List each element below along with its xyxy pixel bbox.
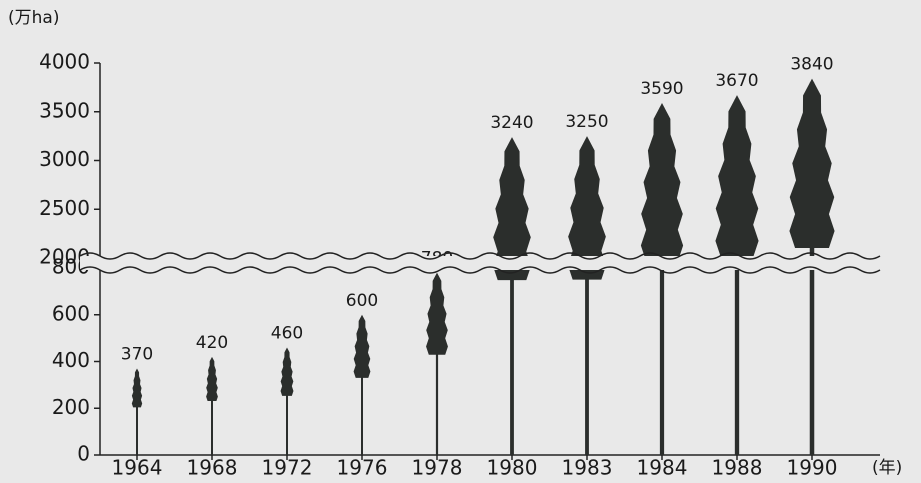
x-tick-label: 1968	[187, 456, 238, 480]
value-label: 3590	[640, 79, 683, 99]
y-tick-label: 2500	[39, 196, 90, 220]
value-label: 3250	[565, 112, 608, 132]
chart: (万ha) (年) 020040060080020002500300035004…	[0, 0, 921, 483]
x-tick-label: 1978	[412, 456, 463, 480]
x-tick-label: 1990	[787, 456, 838, 480]
background	[0, 0, 921, 483]
value-label: 3840	[790, 55, 833, 75]
y-tick-label: 600	[52, 301, 90, 325]
y-tick-label: 0	[77, 442, 90, 466]
x-tick-label: 1976	[337, 456, 388, 480]
value-label: 420	[196, 333, 228, 353]
x-tick-label: 1972	[262, 456, 313, 480]
x-tick-label: 1983	[562, 456, 613, 480]
value-label: 600	[346, 291, 378, 311]
y-unit-label: (万ha)	[8, 8, 59, 28]
page: {"chart_data": {"type": "pictograph", "y…	[0, 0, 921, 483]
x-tick-label: 1980	[487, 456, 538, 480]
y-tick-label: 3500	[39, 98, 90, 122]
y-tick-label: 400	[52, 348, 90, 372]
value-label: 370	[121, 345, 153, 365]
y-tick-label: 4000	[39, 50, 90, 74]
x-tick-label: 1988	[712, 456, 763, 480]
value-label: 460	[271, 323, 303, 343]
x-unit-label: (年)	[872, 458, 902, 478]
x-tick-label: 1964	[112, 456, 163, 480]
y-tick-label: 200	[52, 395, 90, 419]
value-label: 3670	[715, 71, 758, 91]
y-tick-label: 3000	[39, 147, 90, 171]
x-tick-label: 1984	[637, 456, 688, 480]
value-label: 3240	[490, 113, 533, 133]
